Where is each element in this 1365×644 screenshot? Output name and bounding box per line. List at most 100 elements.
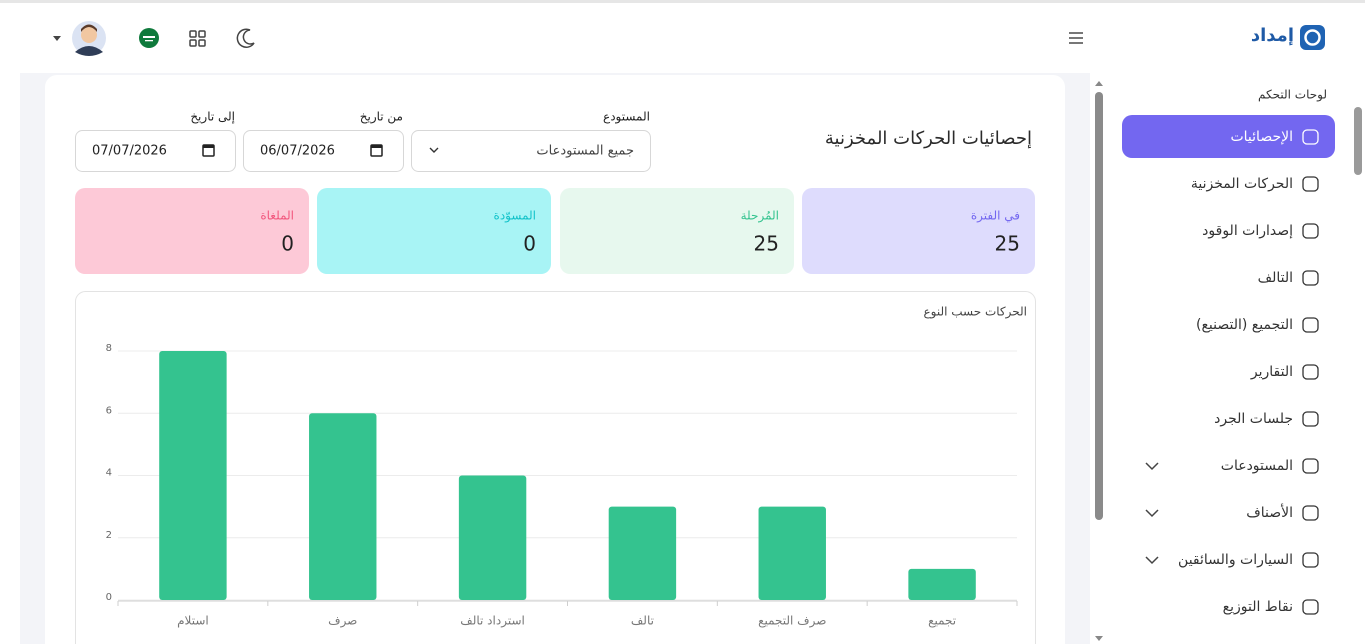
sidebar-item-label: السيارات والسائقين [1178,552,1293,568]
sidebar-item-label: جلسات الجرد [1214,411,1293,427]
language-flag[interactable] [139,28,159,48]
stat-value: 0 [281,232,294,256]
x-tick-label: تالف [631,614,654,628]
sidebar-item-icon [1302,552,1319,568]
sidebar-item-icon [1302,223,1319,239]
apps-icon[interactable] [189,30,206,47]
stat-value: 0 [523,232,536,256]
date-value: 06/07/2026 [260,144,335,159]
y-tick-label: 0 [106,592,112,603]
sidebar-item-icon [1302,270,1319,286]
user-menu-caret[interactable] [53,36,61,41]
select-chevron [429,147,439,153]
sidebar-item-label: التقارير [1250,364,1293,380]
sidebar-item-label: الإحصائيات [1230,129,1293,145]
sidebar-item[interactable]: نقاط التوزيع [1223,599,1319,615]
scrollbar-thumb[interactable] [1095,92,1103,520]
scroll-down-arrow[interactable] [1095,636,1103,641]
y-tick-label: 4 [106,468,112,479]
top-border [0,0,1365,3]
sidebar-item[interactable]: التقارير [1250,364,1319,380]
sidebar-item[interactable]: الأصناف [1145,503,1319,521]
bar[interactable] [758,506,826,600]
select-input[interactable] [411,130,651,172]
menu-toggle[interactable] [1069,32,1083,44]
x-tick-label: صرف [328,614,357,629]
date-input[interactable] [75,130,236,172]
chart: 0 2 4 6 8 استلام صرف استرداد تالف تالف صرف التجمي… [106,343,1018,629]
sidebar-item-chevron [1145,556,1159,565]
brand-logo-mark [1304,29,1321,46]
sidebar-scrollbar-thumb[interactable] [1354,107,1362,175]
sidebar-item[interactable]: التجميع (التصنيع) [1196,317,1319,333]
filter-label: إلى تاريخ [190,110,235,125]
sidebar-item-label: نقاط التوزيع [1223,599,1293,615]
stat-label: الملغاة [260,209,294,223]
stat-label: المسوّدة [494,209,536,224]
calendar-icon-header [371,145,382,148]
filters: المستودع جميع المستودعات من تاريخ 06/07/202… [75,110,651,172]
sidebar-item-icon [1302,505,1319,521]
sidebar-item[interactable]: جلسات الجرد [1214,411,1319,427]
sidebar-item-label: الأصناف [1246,503,1293,521]
sidebar-item-icon [1302,129,1319,145]
date-input[interactable] [243,130,404,172]
y-tick-label: 8 [106,343,112,354]
stat-value: 25 [995,232,1020,256]
brand-logo[interactable] [1300,25,1325,50]
stat-cards: في الفترة 25 المُرحلة 25 المسوّدة 0 الملغاة 0 [75,188,1035,274]
sidebar-item-label: الحركات المخزنية [1191,176,1293,192]
stat-card [802,188,1035,274]
sidebar-item[interactable]: الحركات المخزنية [1191,176,1319,192]
stat-card [75,188,309,274]
sidebar-item[interactable]: السيارات والسائقين [1145,552,1319,568]
scroll-up-arrow[interactable] [1095,81,1103,86]
sidebar-item-icon [1302,458,1319,474]
y-tick-label: 2 [106,530,112,541]
bar[interactable] [309,413,377,600]
sidebar-item-highlight [1122,115,1335,158]
sidebar-menu: الإحصائيات الحركات المخزنية إصدارات الوقود… [1122,115,1335,615]
x-tick-label: استلام [177,614,209,628]
filter-label: من تاريخ [360,110,403,125]
y-tick-label: 6 [106,405,112,416]
sidebar-item[interactable]: التالف [1258,270,1319,286]
x-tick-label: صرف التجميع [758,614,826,629]
sidebar-item[interactable]: الإحصائيات [1122,115,1335,158]
sidebar-section: لوحات التحكم [1258,88,1327,103]
stat-label: في الفترة [971,209,1020,224]
sidebar-item-icon [1302,411,1319,427]
chart-title: الحركات حسب النوع [923,305,1027,320]
sidebar-item-icon [1302,176,1319,192]
calendar-icon-header [203,145,214,148]
bar[interactable] [608,506,677,600]
bar[interactable] [458,475,527,601]
sidebar-item-chevron [1145,509,1159,518]
page-title: إحصائيات الحركات المخزنية [825,128,1032,149]
sidebar-item-icon [1302,364,1319,380]
avatar[interactable] [72,21,106,56]
x-tick-label: تجميع [928,614,956,628]
brand-name: إمداد [1251,25,1294,46]
sidebar-item-label: التجميع (التصنيع) [1196,317,1293,333]
sidebar-item-icon [1302,317,1319,333]
theme-toggle[interactable] [236,28,255,48]
bar[interactable] [908,568,976,600]
stat-card [317,188,551,274]
stat-card [560,188,794,274]
top-bar [20,3,1090,73]
sidebar-item[interactable]: المستودعات [1145,458,1319,474]
select-value: جميع المستودعات [536,144,634,159]
date-value: 07/07/2026 [92,144,167,159]
sidebar-item[interactable]: إصدارات الوقود [1202,223,1319,239]
sidebar-item-label: المستودعات [1221,458,1293,474]
stat-value: 25 [754,232,779,256]
sidebar-item-label: التالف [1258,270,1293,286]
x-tick-label: استرداد تالف [460,614,525,629]
bar[interactable] [159,351,227,600]
sidebar-item-label: إصدارات الوقود [1202,223,1293,239]
sidebar-item-icon [1302,599,1319,615]
